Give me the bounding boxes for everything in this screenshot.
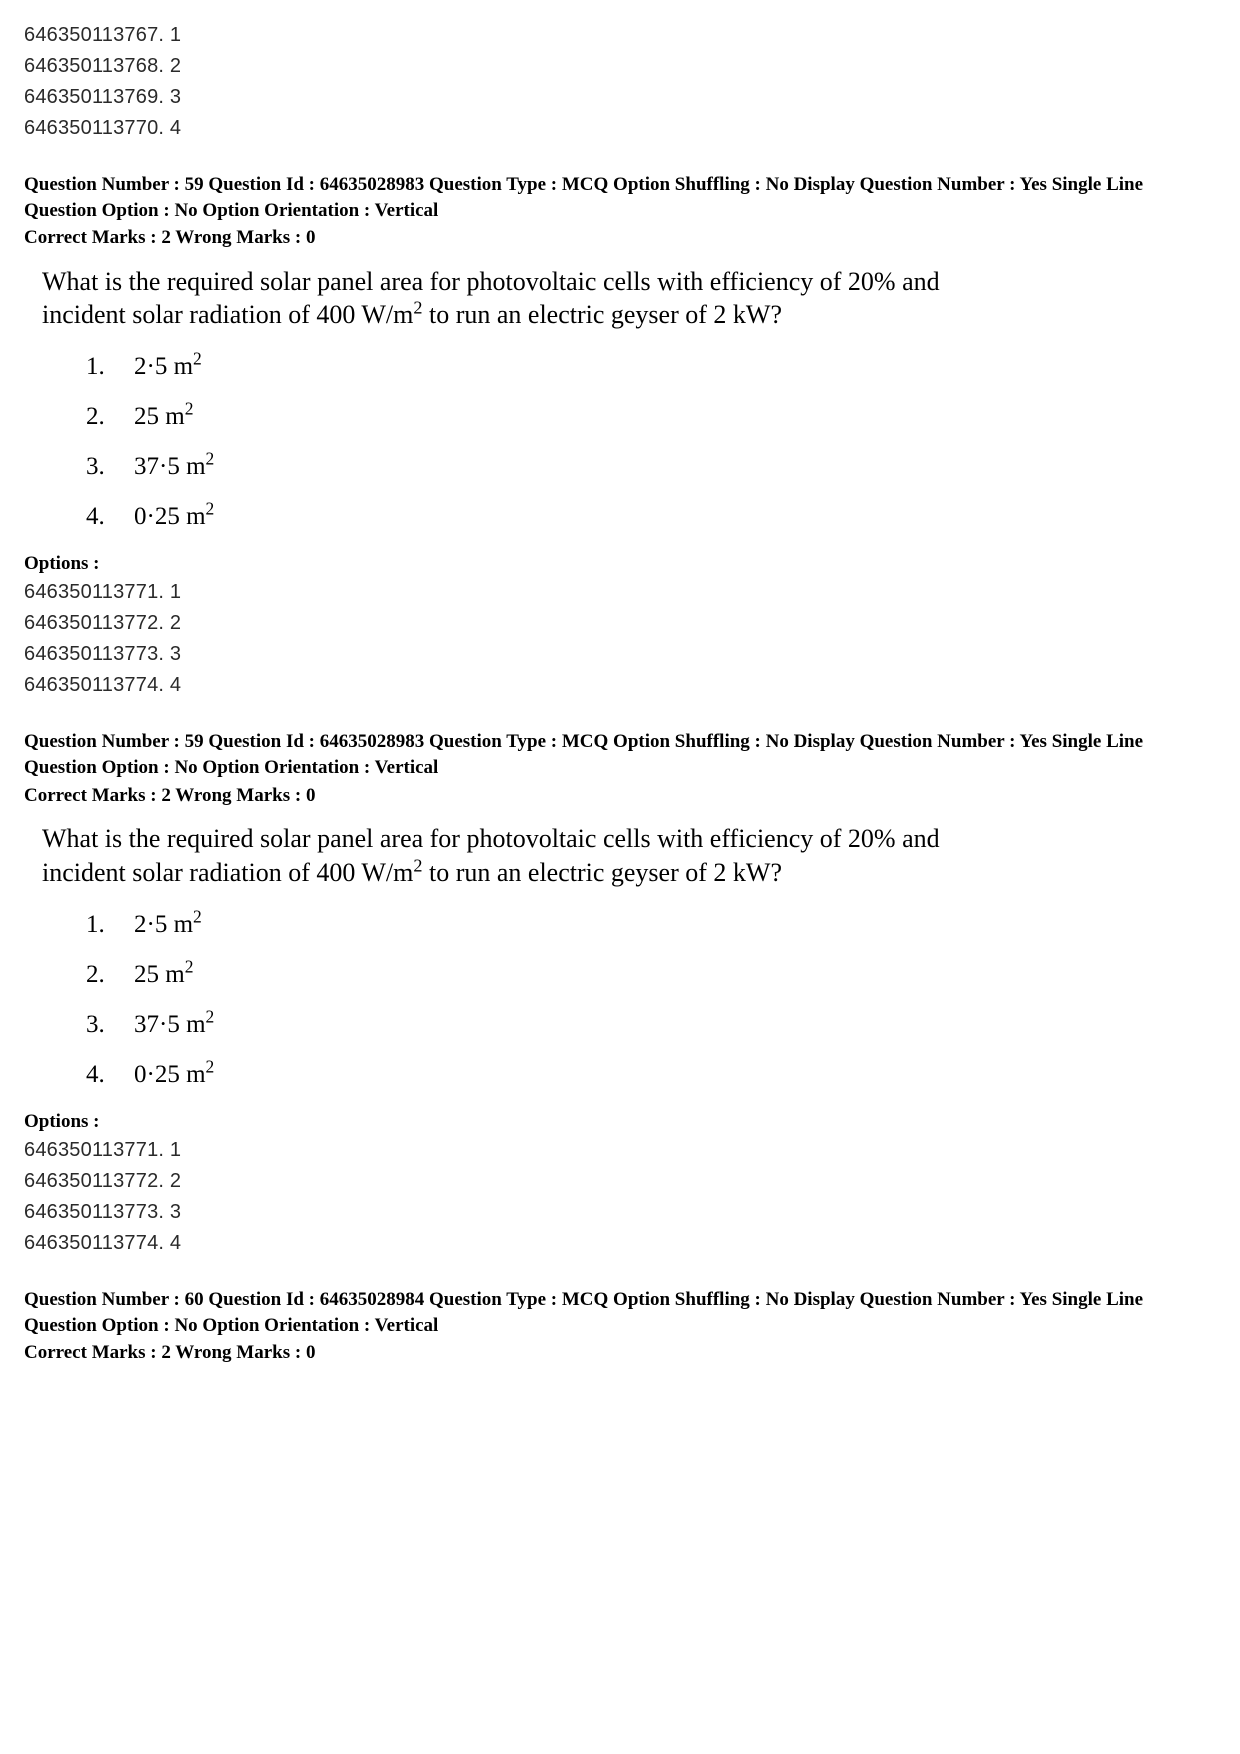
option-id-line: 646350113771. 1	[24, 577, 1216, 608]
option-id-list: 646350113771. 1 646350113772. 2 64635011…	[24, 577, 1216, 701]
choice-row: 1. 2·5 m2	[86, 353, 1216, 381]
choice-row: 3. 37·5 m2	[86, 1011, 1216, 1039]
question-choices: 1. 2·5 m2 2. 25 m2 3. 37·5 m2 4. 0·25 m2	[86, 353, 1216, 531]
choice-number: 4.	[86, 503, 134, 531]
choice-row: 4. 0·25 m2	[86, 503, 1216, 531]
question-header: Question Number : 60 Question Id : 64635…	[24, 1287, 1216, 1338]
choice-text: 37·5 m2	[134, 453, 214, 481]
option-id-line: 646350113771. 1	[24, 1135, 1216, 1166]
option-id-list: 646350113771. 1 646350113772. 2 64635011…	[24, 1135, 1216, 1259]
choice-number: 2.	[86, 961, 134, 989]
choice-text: 2·5 m2	[134, 911, 202, 939]
question-marks: Correct Marks : 2 Wrong Marks : 0	[24, 1340, 1216, 1366]
choice-number: 4.	[86, 1061, 134, 1089]
choice-row: 2. 25 m2	[86, 961, 1216, 989]
question-block: Question Number : 59 Question Id : 64635…	[24, 172, 1216, 701]
choice-number: 3.	[86, 453, 134, 481]
choice-number: 2.	[86, 403, 134, 431]
choice-number: 1.	[86, 353, 134, 381]
choice-text: 0·25 m2	[134, 1061, 214, 1089]
option-id-line: 646350113772. 2	[24, 1166, 1216, 1197]
question-header: Question Number : 59 Question Id : 64635…	[24, 729, 1216, 780]
option-id-line: 646350113772. 2	[24, 608, 1216, 639]
options-label: Options :	[24, 1111, 1216, 1133]
choice-row: 4. 0·25 m2	[86, 1061, 1216, 1089]
choice-number: 3.	[86, 1011, 134, 1039]
option-id-line: 646350113773. 3	[24, 639, 1216, 670]
choice-row: 3. 37·5 m2	[86, 453, 1216, 481]
options-label: Options :	[24, 553, 1216, 575]
choice-text: 25 m2	[134, 403, 193, 431]
choice-text: 2·5 m2	[134, 353, 202, 381]
question-block: Question Number : 60 Question Id : 64635…	[24, 1287, 1216, 1366]
question-body: What is the required solar panel area fo…	[42, 822, 1022, 889]
top-option-id-list: 646350113767. 1 646350113768. 2 64635011…	[24, 20, 1216, 144]
question-body: What is the required solar panel area fo…	[42, 265, 1022, 332]
choice-text: 25 m2	[134, 961, 193, 989]
choice-number: 1.	[86, 911, 134, 939]
choice-text: 37·5 m2	[134, 1011, 214, 1039]
option-id-line: 646350113774. 4	[24, 670, 1216, 701]
choice-text: 0·25 m2	[134, 503, 214, 531]
question-block: Question Number : 59 Question Id : 64635…	[24, 729, 1216, 1258]
option-id-line: 646350113774. 4	[24, 1228, 1216, 1259]
option-id-line: 646350113773. 3	[24, 1197, 1216, 1228]
option-id-line: 646350113767. 1	[24, 20, 1216, 51]
choice-row: 1. 2·5 m2	[86, 911, 1216, 939]
option-id-line: 646350113770. 4	[24, 113, 1216, 144]
question-choices: 1. 2·5 m2 2. 25 m2 3. 37·5 m2 4. 0·25 m2	[86, 911, 1216, 1089]
question-marks: Correct Marks : 2 Wrong Marks : 0	[24, 225, 1216, 251]
option-id-line: 646350113768. 2	[24, 51, 1216, 82]
question-header: Question Number : 59 Question Id : 64635…	[24, 172, 1216, 223]
question-marks: Correct Marks : 2 Wrong Marks : 0	[24, 783, 1216, 809]
choice-row: 2. 25 m2	[86, 403, 1216, 431]
option-id-line: 646350113769. 3	[24, 82, 1216, 113]
